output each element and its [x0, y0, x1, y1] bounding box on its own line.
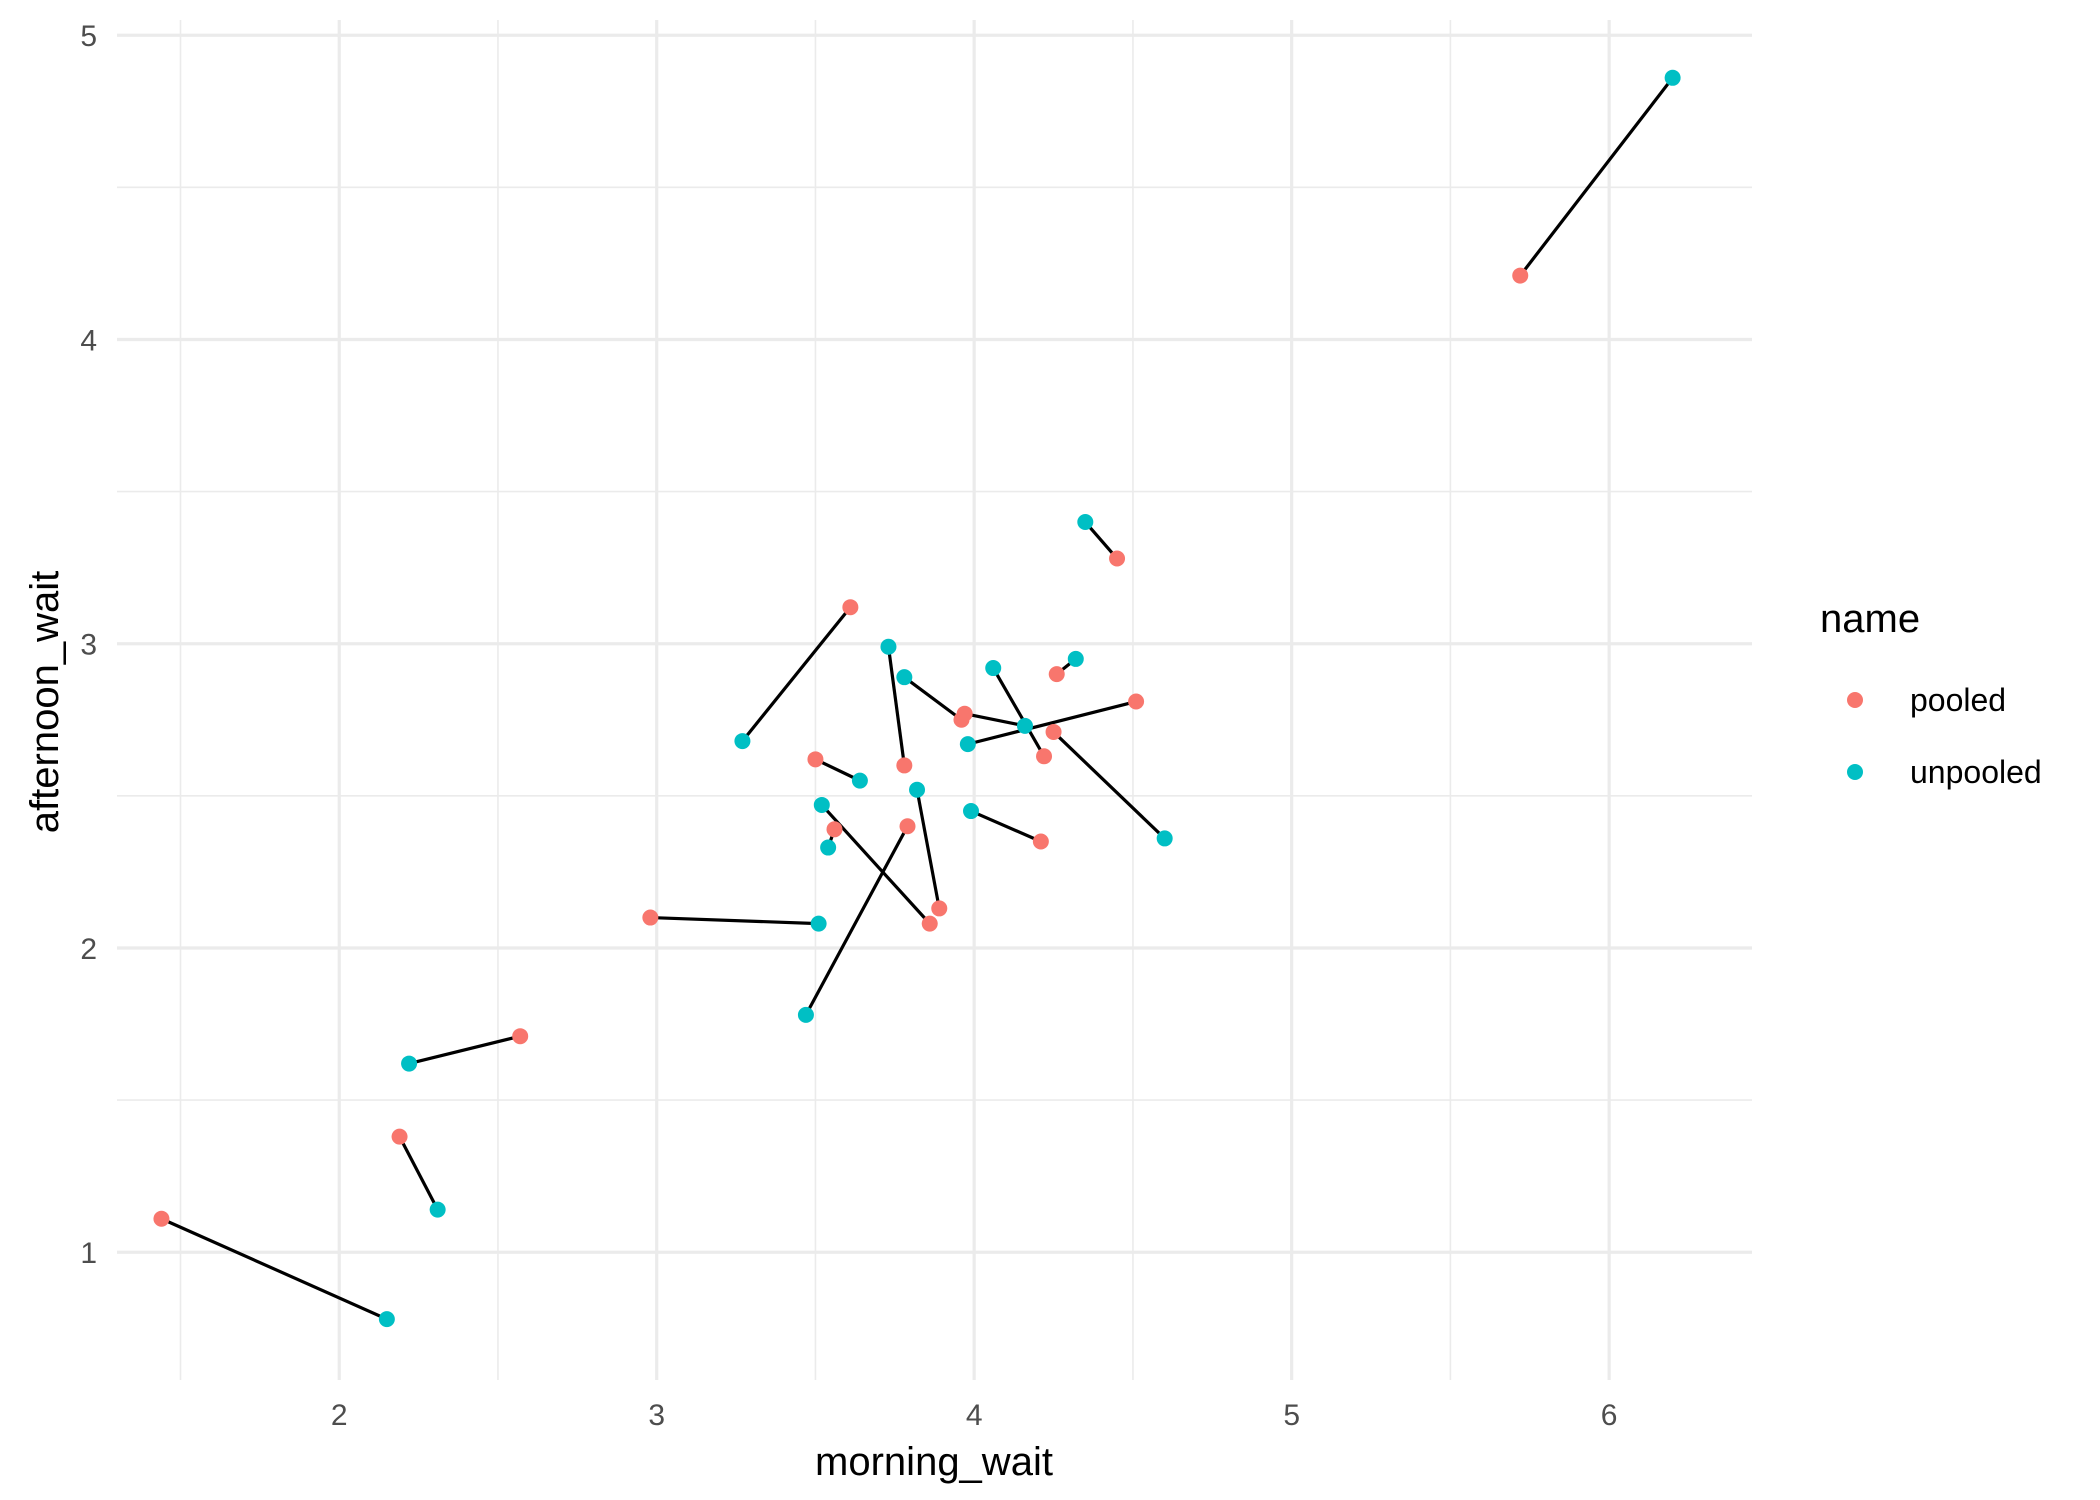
y-axis-title: afternoon_wait — [23, 571, 67, 833]
unpooled-point-7 — [880, 638, 897, 655]
data-points — [153, 69, 1681, 1328]
unpooled-point-5 — [820, 839, 837, 856]
unpooled-point-17 — [1077, 514, 1094, 531]
unpooled-point-3 — [810, 915, 827, 932]
legend-title: name — [1820, 597, 1920, 641]
unpooled-point-2 — [401, 1055, 418, 1072]
pooled-point-7 — [896, 757, 913, 774]
unpooled-point-11 — [896, 669, 913, 686]
legend-label-unpooled: unpooled — [1910, 754, 2042, 790]
y-tick-labels: 1 2 3 4 5 — [80, 20, 97, 1270]
pair-line-10 — [915, 789, 941, 909]
unpooled-point-4 — [851, 772, 868, 789]
pair-line-11 — [903, 675, 963, 722]
pair-line-4 — [814, 757, 861, 783]
pooled-point-18 — [1128, 693, 1145, 710]
unpooled-point-1 — [429, 1201, 446, 1218]
unpooled-point-8 — [797, 1006, 814, 1023]
pooled-point-17 — [1109, 550, 1126, 567]
x-tick-label-3: 5 — [1283, 1399, 1300, 1432]
pair-line-12 — [964, 712, 1026, 728]
x-axis-title: morning_wait — [815, 1440, 1053, 1484]
x-tick-label-4: 6 — [1601, 1399, 1618, 1432]
pair-line-2 — [408, 1034, 521, 1066]
y-tick-label-2: 3 — [80, 629, 97, 662]
pair-line-3 — [650, 915, 819, 926]
unpooled-point-18 — [959, 736, 976, 753]
unpooled-point-15 — [1156, 830, 1173, 847]
pair-line-6 — [741, 606, 852, 743]
unpooled-point-13 — [963, 803, 980, 820]
pooled-point-19 — [1512, 267, 1529, 284]
pair-line-1 — [398, 1135, 440, 1211]
y-tick-label-1: 2 — [80, 933, 97, 966]
pooled-point-2 — [512, 1028, 529, 1045]
pair-line-8 — [804, 825, 909, 1016]
y-tick-label-4: 5 — [80, 20, 97, 53]
grid — [117, 20, 1752, 1380]
unpooled-point-6 — [734, 733, 751, 750]
pooled-point-1 — [391, 1128, 408, 1145]
pooled-point-5 — [826, 821, 843, 838]
pooled-point-0 — [153, 1210, 170, 1227]
y-tick-label-0: 1 — [80, 1237, 97, 1270]
pooled-point-15 — [1045, 723, 1062, 740]
unpooled-point-19 — [1664, 69, 1681, 86]
pair-line-0 — [160, 1217, 388, 1321]
legend: name pooled unpooled — [1820, 597, 2042, 790]
pair-line-17 — [1084, 520, 1119, 560]
legend-key-pooled — [1847, 692, 1863, 708]
x-tick-label-0: 2 — [331, 1399, 348, 1432]
pooled-point-14 — [1036, 748, 1053, 765]
pair-line-14 — [991, 667, 1046, 758]
unpooled-point-16 — [1067, 650, 1084, 667]
x-tick-label-1: 3 — [648, 1399, 665, 1432]
pair-line-18 — [967, 699, 1137, 746]
pair-lines — [160, 76, 1674, 1321]
y-tick-label-3: 4 — [80, 324, 97, 357]
unpooled-point-12 — [1016, 717, 1033, 734]
pooled-point-16 — [1048, 666, 1065, 683]
pair-line-15 — [1052, 730, 1166, 840]
x-tick-label-2: 4 — [966, 1399, 983, 1432]
unpooled-point-10 — [909, 781, 926, 798]
pooled-point-3 — [642, 909, 659, 926]
pair-line-13 — [970, 809, 1042, 843]
pooled-point-6 — [842, 599, 859, 616]
x-tick-labels: 2 3 4 5 6 — [331, 1399, 1618, 1432]
pair-line-19 — [1518, 76, 1674, 277]
legend-key-unpooled — [1847, 764, 1863, 780]
pooled-point-8 — [899, 818, 916, 835]
legend-label-pooled: pooled — [1910, 682, 2006, 718]
unpooled-point-0 — [378, 1311, 395, 1328]
pooled-point-9 — [921, 915, 938, 932]
unpooled-point-14 — [985, 660, 1002, 677]
pair-line-7 — [886, 646, 906, 766]
pooled-point-4 — [807, 751, 824, 768]
pooled-point-10 — [931, 900, 948, 917]
pooled-point-12 — [956, 705, 973, 722]
unpooled-point-9 — [813, 796, 830, 813]
pooled-point-13 — [1032, 833, 1049, 850]
